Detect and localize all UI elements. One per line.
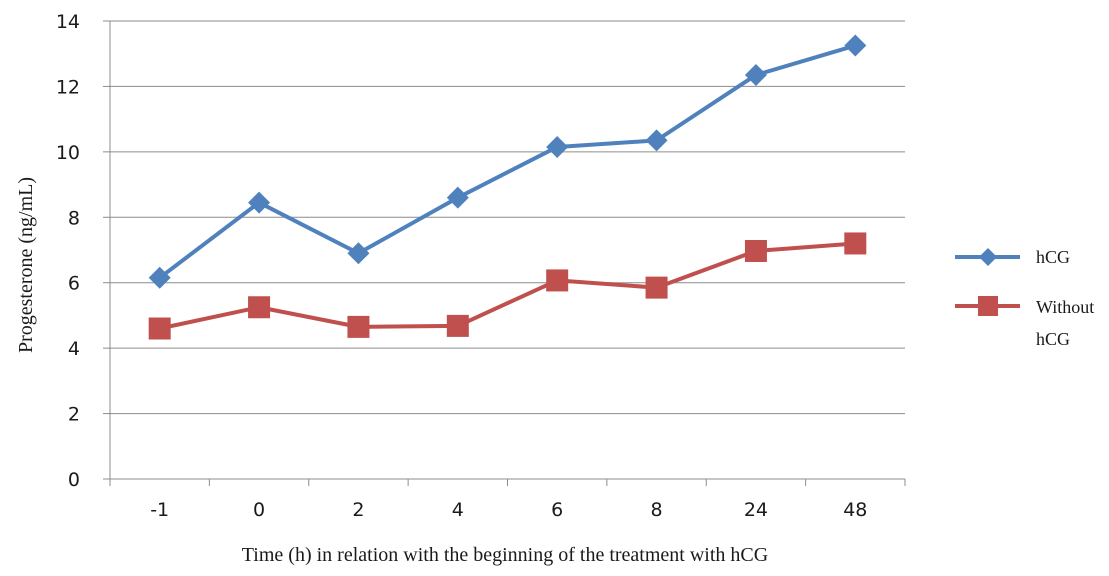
data-point-hcg xyxy=(646,129,668,151)
data-point-hcg xyxy=(745,64,767,86)
legend-label-without-hcg-line2: hCG xyxy=(1036,329,1070,349)
legend-marker-hcg xyxy=(979,248,997,266)
series-markers xyxy=(149,35,867,340)
gridlines xyxy=(110,21,905,414)
data-point-without-hcg xyxy=(546,269,568,291)
data-point-without-hcg xyxy=(844,232,866,254)
x-tick-label: 4 xyxy=(452,499,464,521)
y-tick-label: 0 xyxy=(68,469,80,491)
y-tick-label: 2 xyxy=(68,404,80,426)
y-axis-title: Progesterone (ng/mL) xyxy=(15,177,37,353)
y-tick-label: 14 xyxy=(56,11,80,33)
x-tick-label: 24 xyxy=(744,499,768,521)
x-tick-label: 8 xyxy=(651,499,663,521)
y-tick-label: 8 xyxy=(68,207,80,229)
data-point-without-hcg xyxy=(745,240,767,262)
y-tick-label: 12 xyxy=(56,76,80,98)
legend-label-without-hcg-line1: Without xyxy=(1036,297,1094,317)
y-tick-label: 10 xyxy=(56,142,80,164)
data-point-without-hcg xyxy=(149,318,171,340)
x-tick-label: 2 xyxy=(352,499,364,521)
data-point-hcg xyxy=(844,35,866,57)
data-point-without-hcg xyxy=(447,315,469,337)
x-tick-label: -1 xyxy=(150,499,169,521)
data-point-without-hcg xyxy=(347,316,369,338)
x-tick-label: 0 xyxy=(253,499,265,521)
x-tick-labels: -1 0 2 4 6 8 24 48 xyxy=(150,499,867,521)
x-axis-title: Time (h) in relation with the beginning … xyxy=(242,544,768,566)
x-tick-label: 6 xyxy=(551,499,563,521)
axes xyxy=(103,21,905,486)
x-tick-label: 48 xyxy=(843,499,867,521)
legend: hCG Without hCG xyxy=(955,247,1094,349)
data-point-without-hcg xyxy=(248,296,270,318)
y-tick-label: 4 xyxy=(68,338,80,360)
data-point-hcg xyxy=(447,187,469,209)
data-point-without-hcg xyxy=(646,277,668,299)
data-point-hcg xyxy=(546,136,568,158)
legend-label-hcg: hCG xyxy=(1036,247,1070,267)
series-lines xyxy=(160,46,856,329)
y-tick-labels: 0 2 4 6 8 10 12 14 xyxy=(56,11,80,491)
legend-marker-without-hcg xyxy=(978,296,998,316)
data-point-hcg xyxy=(347,242,369,264)
y-tick-label: 6 xyxy=(68,273,80,295)
